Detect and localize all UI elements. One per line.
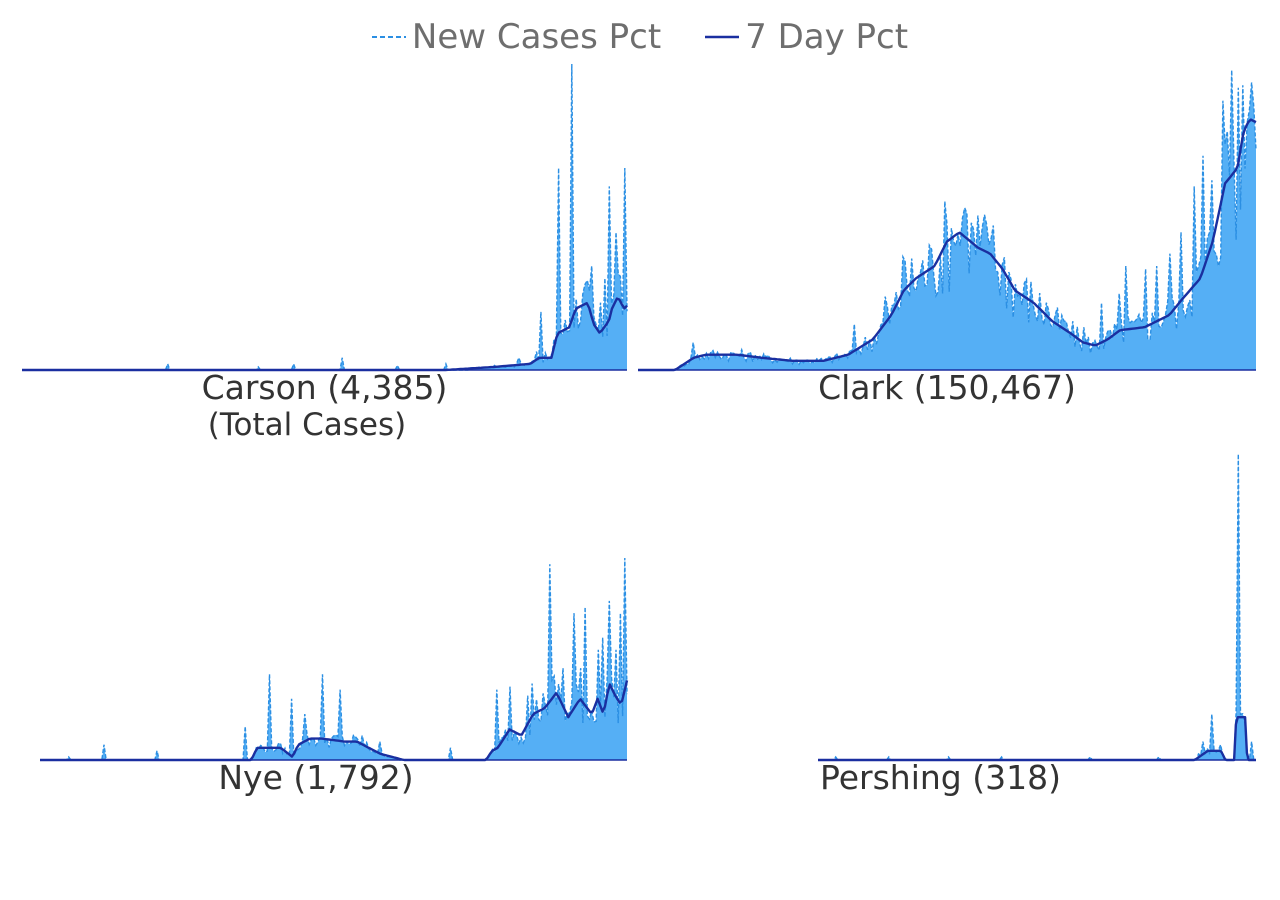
legend-label-daily: New Cases Pct — [411, 17, 662, 57]
daily-pct-line — [818, 453, 1256, 762]
panel-title-carson: Carson (4,385) — [201, 368, 448, 407]
legend-swatch-solid — [705, 35, 740, 39]
legend-label-avg: 7 Day Pct — [745, 17, 909, 57]
seven-day-pct-line — [638, 118, 1257, 372]
daily-area-fill — [818, 454, 1256, 760]
chart-panel-clark: Clark (150,467) — [638, 60, 1257, 406]
seven-day-pct-line — [818, 716, 1256, 762]
area-chart-nye — [40, 557, 629, 762]
daily-pct-line — [22, 63, 628, 371]
legend-item-daily[interactable]: New Cases Pct — [371, 17, 662, 57]
panel-subtitle-carson: (Total Cases) — [207, 407, 407, 443]
chart-panel-carson: Carson (4,385) (Total Cases) — [22, 60, 628, 442]
daily-area-fill — [40, 558, 627, 760]
legend-item-avg[interactable]: 7 Day Pct — [705, 17, 908, 57]
legend: New Cases Pct 7 Day Pct — [0, 14, 1280, 60]
chart-panel-pershing: Pershing (318) — [818, 450, 1256, 796]
area-chart-pershing — [818, 453, 1256, 762]
panel-title-pershing: Pershing (318) — [820, 758, 1061, 797]
daily-area-fill — [638, 70, 1256, 370]
panel-title-clark: Clark (150,467) — [818, 368, 1076, 407]
daily-area-fill — [22, 64, 627, 370]
legend-swatch-dashed — [371, 36, 406, 38]
seven-day-pct-line — [22, 297, 628, 372]
panel-title-nye: Nye (1,792) — [218, 758, 414, 797]
area-chart-carson — [22, 63, 628, 372]
chart-panel-nye: Nye (1,792) — [40, 450, 629, 796]
area-chart-clark — [638, 70, 1257, 372]
